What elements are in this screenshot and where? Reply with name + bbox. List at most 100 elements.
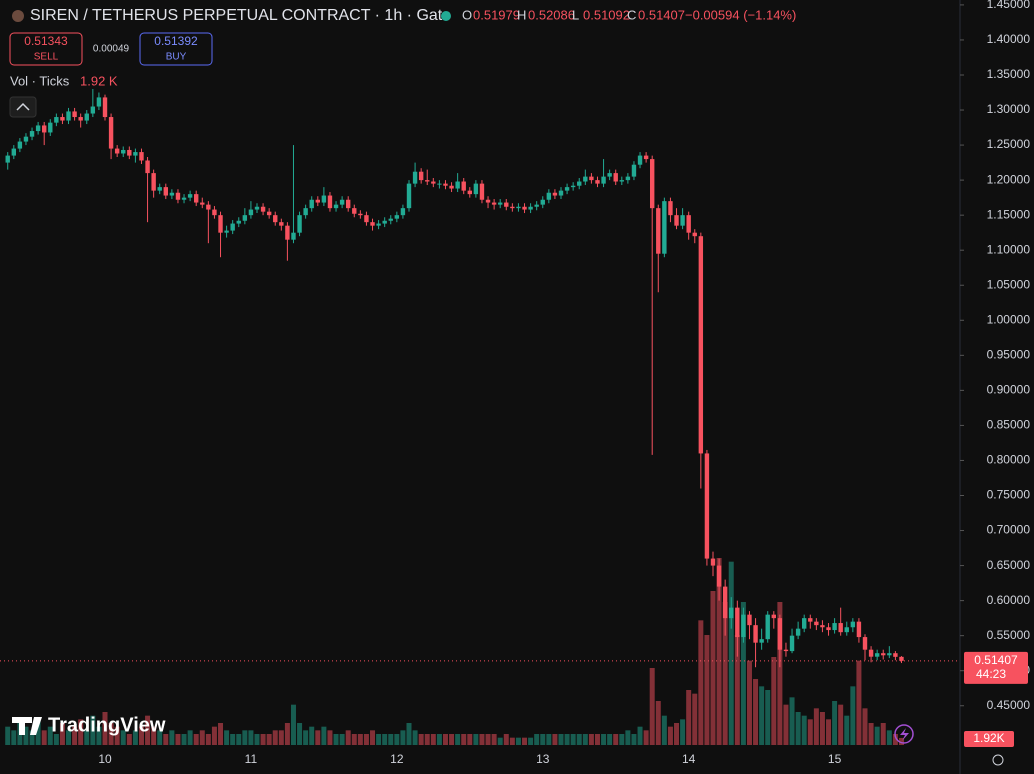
lightning-icon[interactable] [900, 728, 909, 741]
volume-bar [461, 734, 467, 745]
candle-body [783, 649, 789, 652]
candle-body [230, 223, 235, 231]
plot [0, 89, 960, 745]
volume-bar [357, 734, 363, 745]
collapse-button[interactable] [9, 96, 37, 118]
candle-body [461, 181, 466, 191]
volume-bar [394, 734, 400, 745]
candle-body [145, 160, 150, 174]
y-tick-label: 1.10000 [987, 242, 1031, 256]
settings-button[interactable] [992, 754, 1004, 766]
candle-body [151, 173, 156, 191]
y-tick-label: 1.00000 [987, 312, 1031, 326]
ohlc-key: O [462, 7, 472, 22]
candle-body [60, 117, 65, 121]
volume-bar [5, 726, 11, 745]
candle-body [856, 621, 862, 638]
volume-bar [704, 635, 710, 745]
ohlc-value: 0.52086 [528, 7, 575, 22]
candle-body [759, 639, 764, 643]
candle-body [187, 194, 193, 198]
candle-body [820, 625, 825, 628]
volume-bar [187, 730, 193, 745]
candle-body [844, 627, 849, 633]
buy-price[interactable]: 0.51392 [154, 34, 198, 48]
x-tick-label: 14 [682, 752, 696, 766]
ohlc-value: 0.51407 [638, 7, 685, 22]
candle-body [534, 204, 539, 207]
volume-bar [795, 712, 801, 745]
volume-bar [680, 719, 686, 745]
candle-body [273, 215, 278, 223]
candle-body [722, 586, 728, 619]
volume-bar [619, 734, 625, 745]
candle-body [874, 653, 880, 657]
volume-legend: Vol · Ticks [10, 73, 70, 88]
candle-body [747, 614, 752, 626]
candle-body [613, 173, 618, 182]
volume-bar [406, 723, 412, 745]
volume-bar [126, 734, 132, 745]
candle-body [242, 215, 248, 221]
volume-bar [722, 602, 728, 745]
last-price-label: 0.51407 [974, 653, 1018, 667]
buy-button[interactable] [139, 32, 213, 66]
sell-price[interactable]: 0.51343 [24, 34, 68, 48]
lightning-button[interactable] [894, 724, 914, 744]
candle-body [589, 176, 594, 181]
buy-label[interactable]: BUY [166, 52, 187, 63]
y-tick-label: 0.60000 [987, 593, 1031, 607]
candle-body [491, 202, 497, 205]
candle-body [570, 185, 576, 188]
volume-bar [102, 712, 108, 745]
sell-button[interactable] [9, 32, 83, 66]
volume-bar [47, 726, 53, 745]
volume-bar [631, 734, 637, 745]
candle-body [710, 558, 716, 566]
last-price-badge [964, 651, 1028, 684]
candle-body [35, 125, 41, 132]
candle-body [686, 215, 691, 233]
volume-bar [218, 723, 224, 745]
y-tick-label: 0.55000 [987, 628, 1031, 642]
candle-body [394, 215, 400, 219]
volume-bar [844, 715, 850, 745]
candle-body [321, 195, 327, 203]
volume-bar [862, 708, 868, 745]
candle-body [54, 117, 59, 123]
volume-bar [667, 726, 673, 745]
candle-body [72, 111, 77, 118]
candle-body [84, 113, 89, 121]
symbol-title: SIREN / TETHERUS PERPETUAL CONTRACT · 1h… [30, 7, 451, 24]
candle-body [437, 183, 442, 185]
y-tick-label: 1.05000 [987, 277, 1031, 291]
volume-bar [157, 730, 163, 745]
candle-body [297, 215, 302, 233]
candle-body [291, 232, 296, 240]
volume-bar [759, 686, 765, 745]
volume-bar [503, 734, 509, 745]
candle-body [881, 653, 886, 656]
symbol-icon [12, 10, 24, 22]
candle-body [862, 637, 868, 650]
candle-body [127, 149, 132, 156]
sell-label[interactable]: SELL [34, 52, 59, 63]
volume-bar [424, 734, 430, 745]
x-tick-label: 10 [98, 752, 112, 766]
volume-bar [418, 734, 424, 745]
y-tick-label: 0.45000 [987, 698, 1031, 712]
volume-bar [765, 690, 771, 745]
collapse-icon[interactable] [16, 102, 30, 111]
volume-bar [777, 602, 783, 745]
volume-bar [576, 734, 582, 745]
volume-bar [321, 726, 327, 745]
candle-body [735, 607, 740, 638]
volume-bar [315, 730, 321, 745]
volume-bar [345, 730, 351, 745]
volume-bar [832, 701, 838, 745]
volume-bar [53, 734, 59, 745]
y-tick-label: 0.65000 [987, 558, 1031, 572]
candle-body [358, 213, 363, 216]
candle-body [528, 206, 533, 210]
